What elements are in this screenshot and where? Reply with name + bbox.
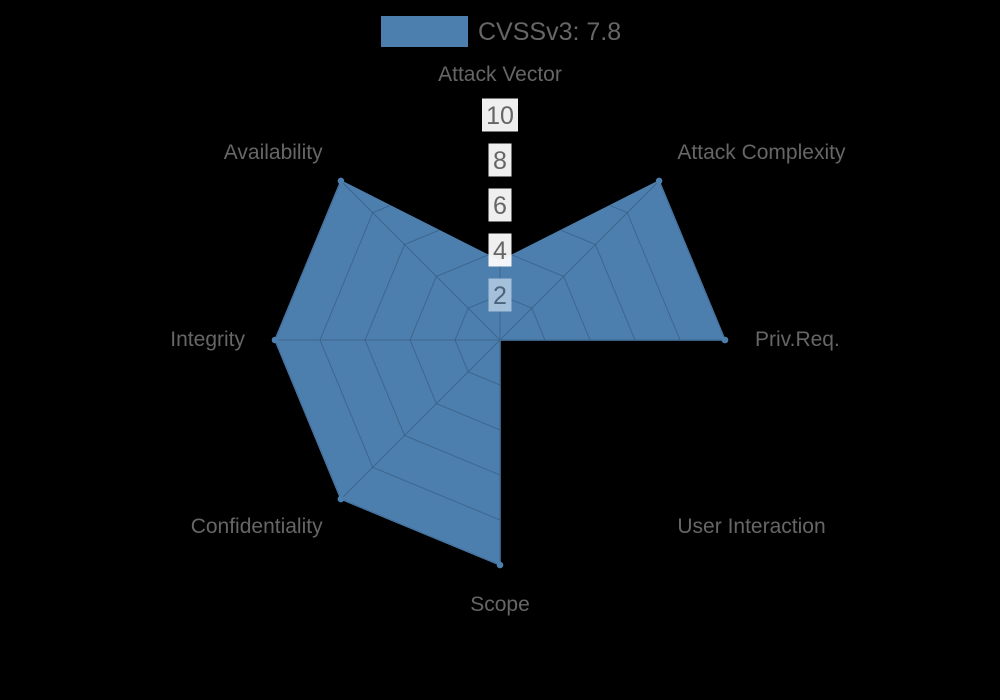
svg-text:4: 4 [493,237,507,265]
svg-text:8: 8 [493,147,507,175]
svg-text:10: 10 [486,102,514,130]
svg-text:6: 6 [493,192,507,220]
svg-text:2: 2 [493,282,507,310]
